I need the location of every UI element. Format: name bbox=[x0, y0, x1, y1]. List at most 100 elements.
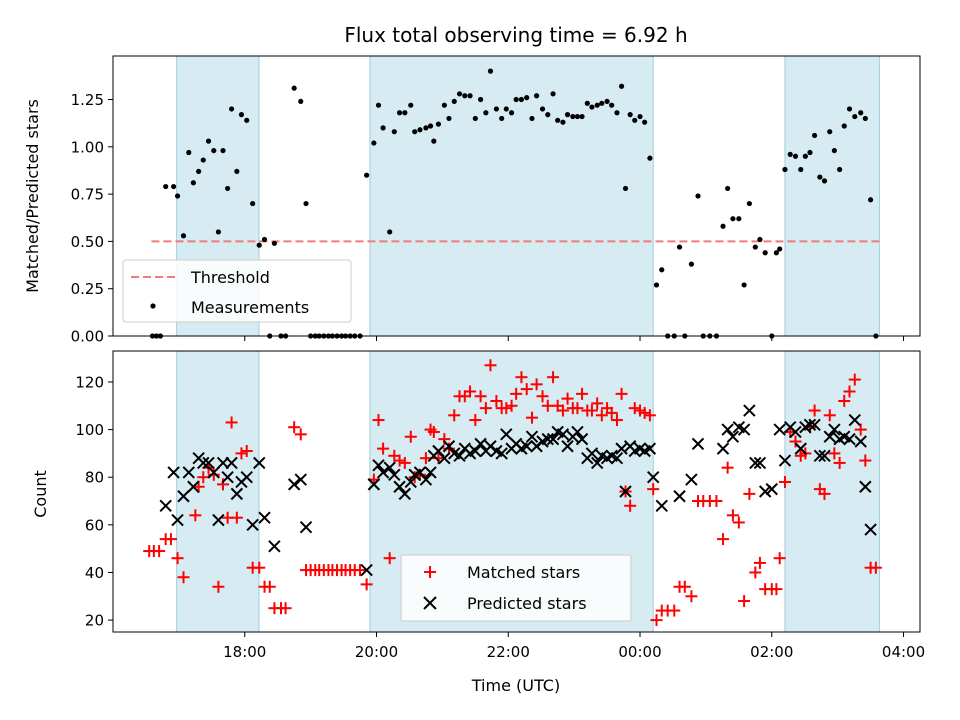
matched-star-point bbox=[164, 533, 177, 546]
top-panel: 0.00 0.25 0.50 0.75 1.00 1.25 Flux total obse… bbox=[23, 23, 921, 346]
top-legend-box bbox=[122, 259, 352, 323]
measurement-point bbox=[533, 93, 540, 99]
predicted-star-point bbox=[424, 466, 437, 479]
measurement-point bbox=[518, 96, 525, 103]
measurement-point bbox=[396, 110, 403, 116]
measurement-point bbox=[720, 223, 726, 229]
predicted-star-point bbox=[737, 423, 751, 436]
predicted-star-point bbox=[590, 456, 604, 470]
predicted-star-point bbox=[808, 418, 821, 432]
matched-star-point bbox=[828, 447, 841, 460]
matched-star-point bbox=[869, 561, 882, 574]
y-tick-label: 0.75 bbox=[71, 186, 104, 204]
predicted-star-point bbox=[197, 456, 210, 470]
matched-star-point bbox=[500, 402, 513, 415]
matched-star-point bbox=[235, 447, 248, 460]
measurement-point bbox=[431, 138, 437, 144]
measurement-point bbox=[867, 197, 874, 203]
measurement-point bbox=[211, 147, 217, 154]
predicted-star-point bbox=[546, 432, 560, 446]
measurement-point bbox=[380, 125, 386, 131]
matched-star-point bbox=[263, 580, 276, 593]
measurement-point bbox=[609, 102, 615, 108]
measurement-point bbox=[499, 115, 505, 122]
predicted-star-point bbox=[367, 478, 381, 491]
measurement-point bbox=[371, 140, 377, 146]
measurement-point bbox=[234, 168, 240, 175]
predicted-star-point bbox=[556, 428, 570, 441]
measurement-point bbox=[375, 102, 382, 108]
measurement-point bbox=[574, 113, 581, 120]
predicted-star-point bbox=[655, 499, 668, 512]
measurement-point bbox=[555, 117, 561, 123]
measurement-point bbox=[483, 110, 489, 116]
predicted-star-point bbox=[685, 473, 698, 486]
matched-star-point bbox=[605, 406, 618, 419]
predicted-star-point bbox=[299, 521, 313, 534]
matched-star-point bbox=[773, 552, 786, 565]
measurement-point bbox=[190, 180, 196, 186]
matched-star-point bbox=[469, 414, 482, 427]
matched-star-point bbox=[585, 404, 598, 417]
matched-star-point bbox=[818, 487, 831, 500]
matched-star-point bbox=[212, 580, 225, 593]
predicted-star-point bbox=[419, 473, 433, 486]
measurement-point bbox=[205, 138, 212, 144]
predicted-star-point bbox=[230, 487, 244, 501]
y-tick-label: 120 bbox=[75, 373, 104, 391]
matched-star-point bbox=[479, 402, 492, 415]
bottom-legend: Matched stars Predicted stars bbox=[400, 554, 632, 622]
measurement-point bbox=[228, 106, 235, 112]
measurement-point bbox=[817, 174, 823, 180]
measurement-point bbox=[570, 113, 576, 120]
matched-star-point bbox=[464, 385, 477, 398]
matched-star-point bbox=[808, 404, 821, 417]
top-y-axis-ticks: 0.00 0.25 0.50 0.75 1.00 1.25 bbox=[71, 91, 113, 346]
matched-star-point bbox=[778, 475, 791, 488]
matched-star-point bbox=[419, 452, 432, 465]
measurement-point bbox=[180, 233, 187, 239]
bottom-y-axis-label: Count bbox=[31, 470, 50, 518]
predicted-star-point bbox=[813, 449, 827, 462]
matched-star-point bbox=[571, 402, 584, 415]
matched-star-point bbox=[628, 402, 641, 415]
predicted-star-point bbox=[749, 456, 762, 470]
predicted-star-point bbox=[828, 423, 841, 436]
measurement-point bbox=[725, 185, 731, 192]
measurement-point bbox=[291, 85, 297, 91]
matched-star-point bbox=[561, 392, 574, 405]
measurement-point bbox=[550, 91, 556, 97]
predicted-star-point bbox=[541, 432, 554, 446]
predicted-star-point bbox=[182, 466, 195, 479]
predicted-star-point bbox=[716, 442, 730, 455]
matched-star-point bbox=[372, 414, 385, 427]
predicted-star-point bbox=[753, 456, 767, 470]
predicted-star-point bbox=[859, 480, 872, 493]
measurement-point bbox=[730, 216, 736, 222]
matched-star-point bbox=[438, 433, 451, 446]
matched-star-point bbox=[738, 595, 751, 608]
measurement-point bbox=[807, 149, 813, 156]
measurement-point bbox=[642, 119, 648, 125]
measurement-point bbox=[858, 110, 864, 116]
bottom-plot-frame bbox=[112, 350, 921, 633]
predicted-star-point bbox=[646, 471, 660, 484]
matched-star-point bbox=[294, 428, 307, 441]
predicted-star-point bbox=[159, 499, 172, 512]
predicted-star-point bbox=[575, 432, 589, 446]
measurement-point bbox=[792, 153, 799, 159]
predicted-star-point bbox=[207, 466, 220, 479]
matched-star-point bbox=[710, 495, 723, 508]
predicted-star-point bbox=[610, 451, 624, 465]
measurement-point bbox=[456, 91, 463, 97]
predicted-stars-points bbox=[159, 404, 877, 577]
measurement-point bbox=[408, 102, 414, 108]
predicted-star-point bbox=[253, 456, 266, 470]
matched-star-point bbox=[474, 390, 487, 403]
matched-star-point bbox=[207, 468, 220, 481]
predicted-star-point bbox=[268, 540, 281, 553]
matched-star-point bbox=[360, 578, 373, 591]
measurement-point bbox=[802, 153, 808, 159]
matched-star-point bbox=[536, 390, 549, 403]
